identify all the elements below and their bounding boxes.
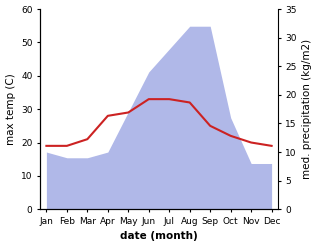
Y-axis label: med. precipitation (kg/m2): med. precipitation (kg/m2) — [302, 39, 313, 179]
X-axis label: date (month): date (month) — [120, 231, 198, 242]
Y-axis label: max temp (C): max temp (C) — [5, 73, 16, 145]
